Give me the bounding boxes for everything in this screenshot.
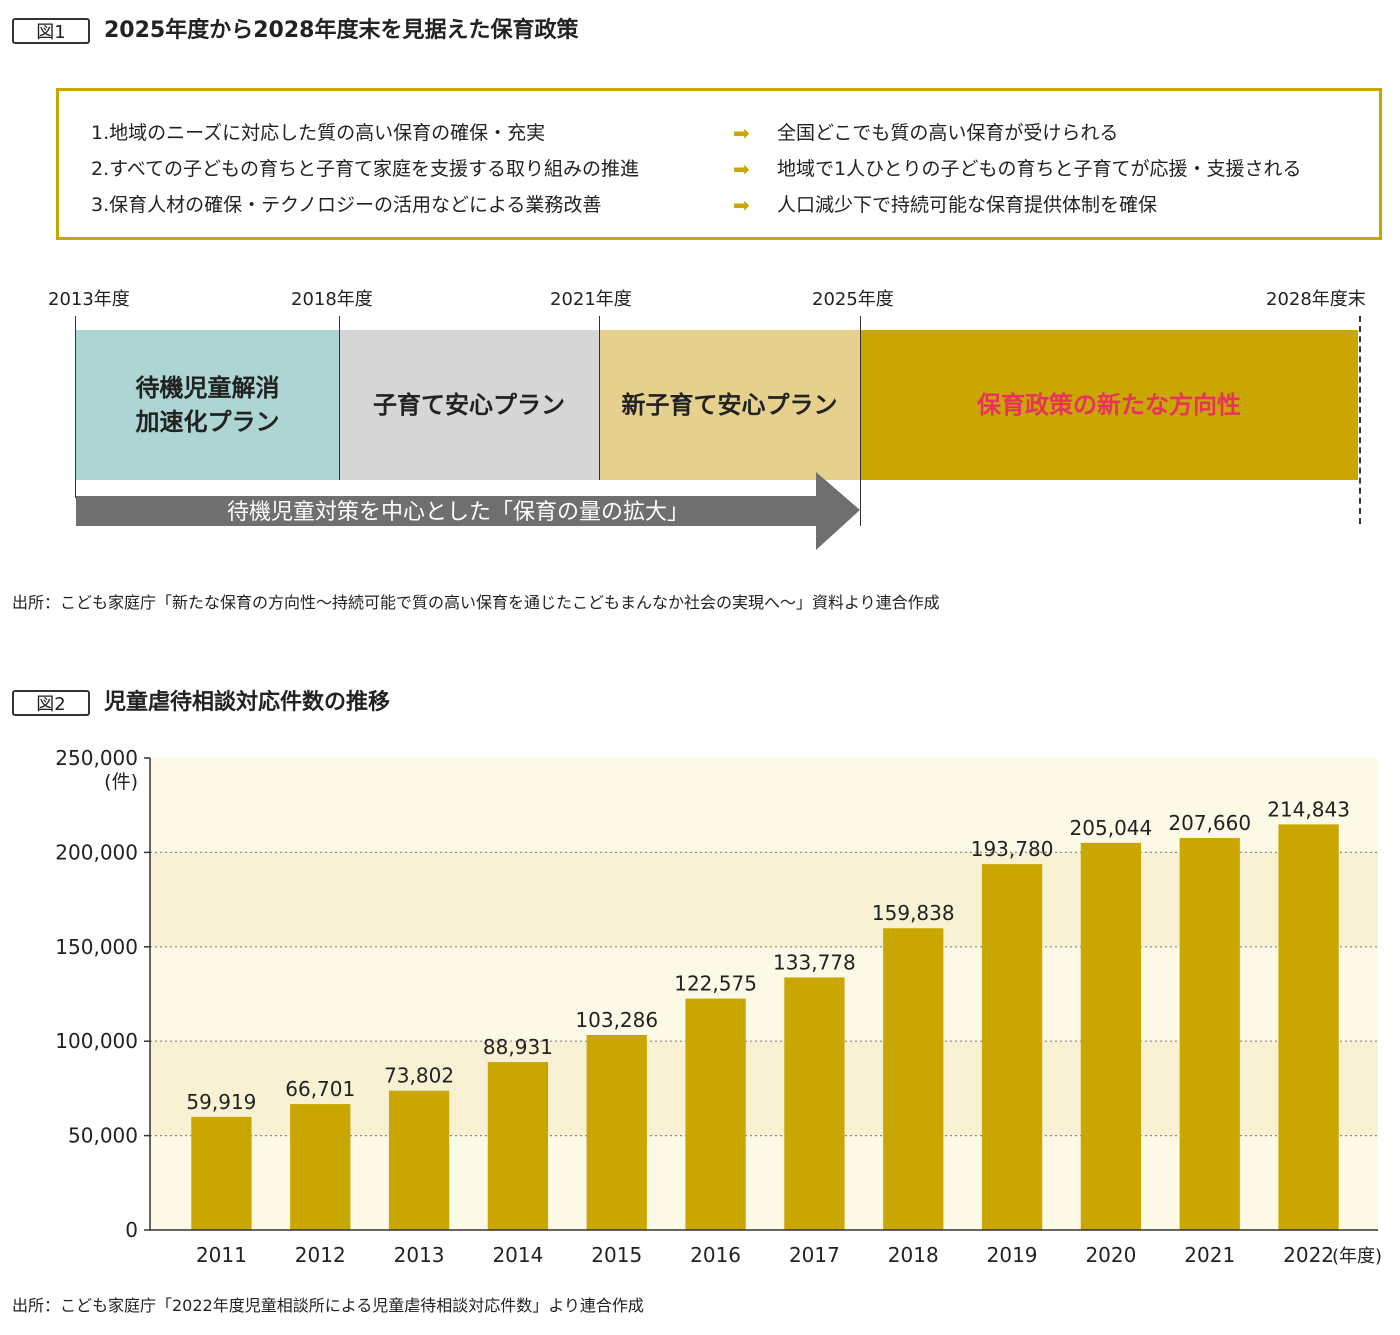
value-label-2017: 133,778 [773, 950, 856, 974]
arrow-label: 待機児童対策を中心とした「保育の量の拡大」 [227, 500, 689, 525]
policy-box: 1.地域のニーズに対応した質の高い保育の確保・充実 ➡ 全国どこでも質の高い保育… [56, 88, 1382, 240]
arrow-shape [76, 472, 860, 550]
timeline-year: 2021年度 [550, 289, 632, 310]
x-tick-label: 2012 [295, 1243, 346, 1267]
x-tick-label: 2022 [1283, 1243, 1334, 1267]
figure1-title: 2025年度から2028年度末を見据えた保育政策 [104, 18, 579, 43]
bar-2020 [1080, 842, 1142, 1230]
y-axis-unit: (件) [104, 771, 138, 793]
plan-block-new-direction: 保育政策の新たな方向性 [860, 330, 1358, 480]
plot-band [150, 852, 1378, 947]
quantity-expansion-arrow: 待機児童対策を中心とした「保育の量の拡大」 [76, 472, 860, 550]
value-label-2012: 66,701 [285, 1077, 355, 1101]
figure1-label: 図1 [12, 18, 90, 44]
bar-2016 [685, 998, 746, 1230]
policy-row: 2.すべての子どもの育ちと子育て家庭を支援する取り組みの推進 ➡ 地域で1人ひと… [59, 151, 1379, 187]
timeline-divider [599, 316, 600, 480]
value-label-2019: 193,780 [971, 837, 1054, 861]
timeline-year: 2018年度 [291, 289, 373, 310]
bars [191, 824, 1339, 1230]
x-tick-label: 2021 [1184, 1243, 1235, 1267]
plan-label: 保育政策の新たな方向性 [977, 391, 1241, 419]
value-label-2014: 88,931 [483, 1035, 553, 1059]
plot-band [150, 946, 1378, 1042]
bar-2011 [191, 1116, 252, 1230]
plot-background [150, 758, 1378, 1230]
plot-band [150, 1041, 1378, 1136]
x-axis-unit: (年度) [1332, 1246, 1382, 1267]
x-tick-label: 2017 [789, 1243, 840, 1267]
plan-label: 新子育て安心プラン [621, 391, 838, 419]
plot-band [150, 1135, 1378, 1230]
timeline-divider [339, 316, 340, 480]
figure1-source: 出所：こども家庭庁「新たな保育の方向性〜持続可能で質の高い保育を通じたこどもまん… [12, 593, 940, 612]
plot-band [150, 758, 1378, 853]
value-label-2020: 205,044 [1070, 816, 1153, 840]
value-labels: 59,919 66,701 73,802 88,931 103,286 122,575 13… [186, 797, 1350, 1113]
bar-2014 [487, 1062, 549, 1230]
value-label-2018: 159,838 [872, 901, 955, 925]
value-label-2013: 73,802 [384, 1064, 454, 1088]
timeline-year: 2013年度 [48, 289, 130, 310]
y-tick-label: 150,000 [55, 935, 138, 959]
bar-2021 [1179, 837, 1240, 1230]
timeline-end-dashed-line [1359, 316, 1361, 524]
policy-result: 地域で1人ひとりの子どもの育ちと子育てが応援・支援される [777, 158, 1302, 180]
policy-row: 1.地域のニーズに対応した質の高い保育の確保・充実 ➡ 全国どこでも質の高い保育… [59, 115, 1379, 151]
right-arrow-icon: ➡ [733, 193, 750, 217]
policy-goal: 2.すべての子どもの育ちと子育て家庭を支援する取り組みの推進 [91, 158, 640, 180]
policy-goal: 3.保育人材の確保・テクノロジーの活用などによる業務改善 [91, 194, 602, 216]
right-arrow-icon: ➡ [733, 121, 750, 145]
y-tick-label: 250,000 [55, 746, 138, 770]
x-tick-label: 2015 [591, 1243, 642, 1267]
figure2-title: 児童虐待相談対応件数の推移 [104, 690, 391, 715]
plan-block-kosodate-anshin: 子育て安心プラン [339, 330, 599, 480]
x-tick-label: 2018 [888, 1243, 939, 1267]
bar-2017 [784, 977, 845, 1230]
policy-result: 人口減少下で持続可能な保育提供体制を確保 [777, 194, 1158, 216]
axes: 0 50,000 100,000 150,000 200,000 250,000(件) 20… [55, 746, 1382, 1267]
y-tick-label: 200,000 [55, 840, 138, 864]
y-tick-label: 100,000 [55, 1029, 138, 1053]
bar-2019 [981, 864, 1043, 1230]
value-label-2016: 122,575 [674, 972, 757, 996]
y-tick-label: 50,000 [68, 1124, 138, 1148]
value-label-2011: 59,919 [186, 1090, 256, 1114]
value-label-2021: 207,660 [1168, 811, 1251, 835]
right-arrow-icon: ➡ [733, 157, 750, 181]
abuse-consultation-bar-chart: 59,919 66,701 73,802 88,931 103,286 122,575 13… [55, 746, 1382, 1267]
plan-label: 子育て安心プラン [373, 391, 565, 419]
bar-2012 [290, 1104, 351, 1230]
value-label-2022: 214,843 [1267, 797, 1350, 821]
policy-result: 全国どこでも質の高い保育が受けられる [777, 122, 1119, 144]
timeline-divider [860, 316, 861, 526]
plan-block-shin-kosodate-anshin: 新子育て安心プラン [599, 330, 860, 480]
plan-label: 加速化プラン [135, 408, 280, 436]
bar-2015 [586, 1034, 647, 1230]
bar-2022 [1278, 824, 1339, 1230]
plan-block-taiki-kaisho: 待機児童解消 加速化プラン [76, 330, 339, 480]
x-tick-label: 2014 [492, 1243, 543, 1267]
figure2-label: 図2 [12, 690, 90, 716]
plan-label: 待機児童解消 [135, 374, 280, 402]
timeline-divider [75, 316, 76, 498]
bar-2013 [388, 1090, 450, 1230]
policy-goal: 1.地域のニーズに対応した質の高い保育の確保・充実 [91, 122, 546, 144]
timeline-year: 2028年度末 [1266, 289, 1366, 310]
figure2-source: 出所：こども家庭庁「2022年度児童相談所による児童虐待相談対応件数」より連合作… [12, 1296, 644, 1315]
x-tick-label: 2020 [1085, 1243, 1136, 1267]
x-tick-label: 2016 [690, 1243, 741, 1267]
x-tick-label: 2011 [196, 1243, 247, 1267]
policy-row: 3.保育人材の確保・テクノロジーの活用などによる業務改善 ➡ 人口減少下で持続可… [59, 187, 1379, 223]
bar-2018 [883, 928, 944, 1230]
y-tick-label: 0 [125, 1218, 138, 1242]
x-tick-label: 2013 [394, 1243, 445, 1267]
timeline-year: 2025年度 [812, 289, 894, 310]
value-label-2015: 103,286 [575, 1008, 658, 1032]
x-tick-label: 2019 [987, 1243, 1038, 1267]
